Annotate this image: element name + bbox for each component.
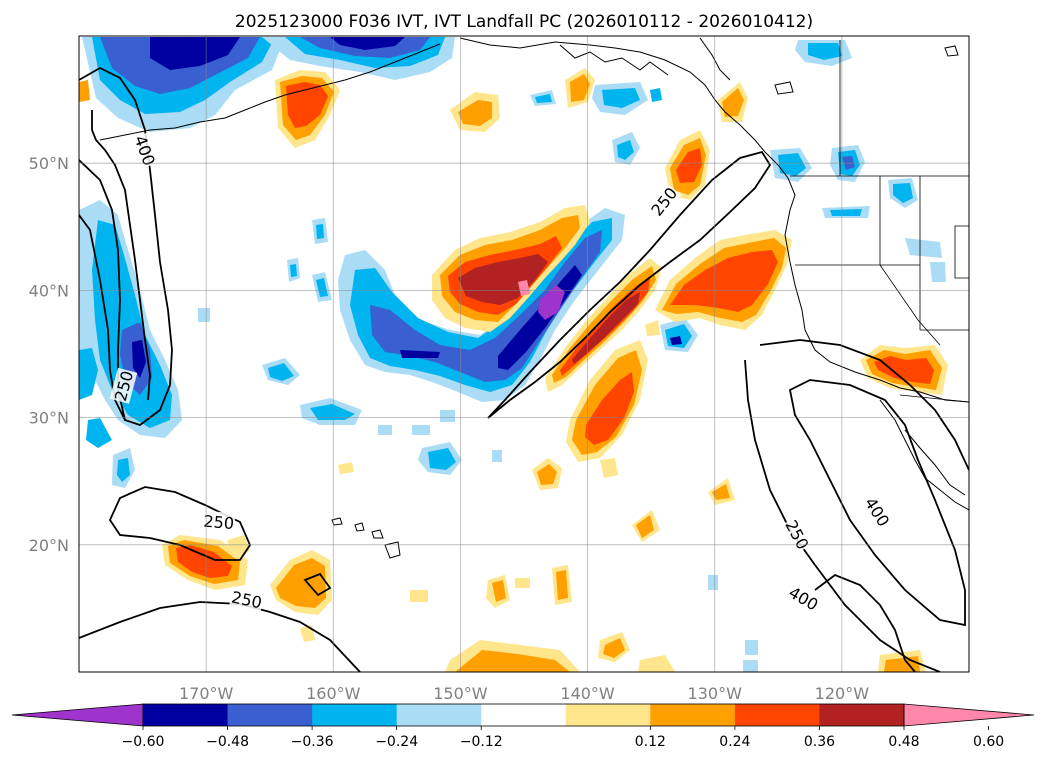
colorbar-frame — [142, 703, 905, 727]
colorbar-tick-label: 0.60 — [973, 734, 1004, 750]
colorbar-segment — [565, 704, 651, 726]
colorbar-low-extend — [11, 703, 144, 727]
lon-tick-label: 130°W — [688, 684, 743, 703]
colorbar-segment — [481, 704, 567, 726]
colorbar-segment — [143, 704, 229, 726]
colorbar-tick-label: 0.36 — [804, 734, 835, 750]
lat-tick-label: 50°N — [29, 154, 69, 173]
contour-label: 250 — [203, 512, 235, 534]
colorbar-tick-label: 0.24 — [719, 734, 750, 750]
contour-label-bg — [202, 510, 236, 534]
borders — [790, 40, 969, 403]
lon-tick-label: 150°W — [433, 684, 488, 703]
gridlines — [79, 36, 969, 672]
lat-tick-label: 30°N — [29, 409, 69, 428]
axis-labels: 170°W 160°W 150°W 140°W 130°W 120°W 50°N 40°N 30… — [29, 154, 870, 703]
contour-label-bg — [781, 515, 814, 554]
colorbar-tick-label: −0.12 — [460, 734, 503, 750]
colorbar-tick-label: −0.48 — [206, 734, 249, 750]
contour-label-bg — [229, 586, 265, 613]
contour-label-bg — [646, 182, 682, 221]
positive-pc-field — [79, 68, 948, 672]
lon-tick-label: 170°W — [179, 684, 234, 703]
colorbar-tick-label: −0.60 — [122, 734, 165, 750]
figure-title: 2025123000 F036 IVT, IVT Landfall PC (20… — [235, 12, 813, 32]
colorbar-tick-label: 0.48 — [888, 734, 919, 750]
contour-label-bg — [130, 132, 160, 169]
lat-tick-label: 40°N — [29, 281, 69, 300]
lat-tick-label: 20°N — [29, 536, 69, 555]
lon-tick-label: 120°W — [815, 684, 870, 703]
lon-tick-label: 160°W — [306, 684, 361, 703]
colorbar-segment — [227, 704, 313, 726]
contour-label-bg — [860, 492, 895, 531]
colorbar-segment — [396, 704, 482, 726]
colorbar-segment — [650, 704, 736, 726]
colorbar-segment — [734, 704, 820, 726]
contour-label-bg — [784, 581, 823, 615]
colorbar-tick-label: −0.36 — [291, 734, 334, 750]
colorbar-tick-label: 0.12 — [635, 734, 666, 750]
contour-label-bg — [109, 367, 138, 404]
negative-pc-field — [79, 37, 946, 672]
coastlines — [99, 37, 969, 559]
map-frame — [78, 35, 970, 673]
colorbar: −0.60 −0.48 −0.36 −0.24 −0.12 0.12 0.24 0.36 0.4… — [11, 703, 1035, 750]
colorbar-tick-label: −0.24 — [375, 734, 418, 750]
colorbar-high-extend — [903, 703, 1035, 727]
colorbar-segment — [312, 704, 398, 726]
colorbar-segment — [819, 704, 905, 726]
lon-tick-label: 140°W — [560, 684, 615, 703]
